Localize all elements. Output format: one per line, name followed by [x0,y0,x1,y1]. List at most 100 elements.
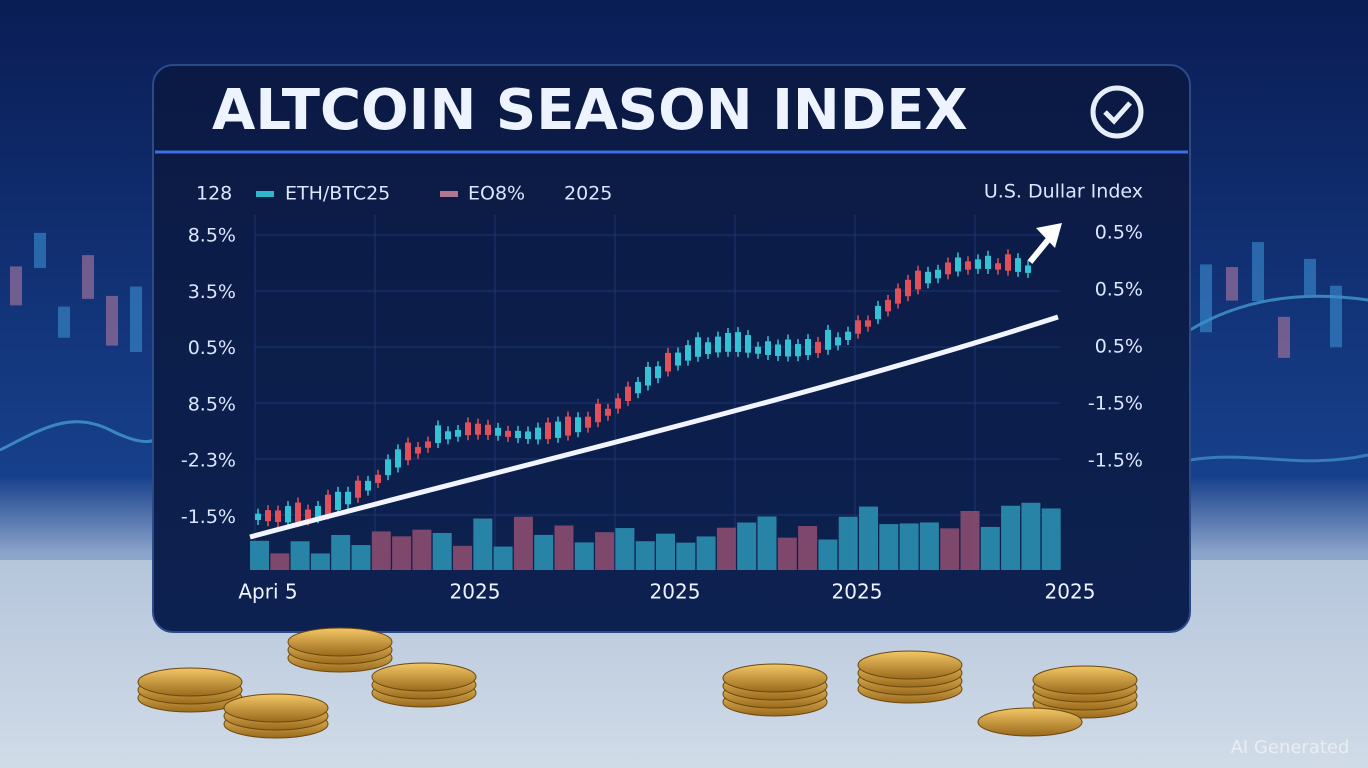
candle-body [945,262,951,275]
candle-body [395,449,401,468]
volume-bar [960,510,980,570]
background-candles [10,232,1342,358]
candle-body [655,366,661,379]
candle-body [855,320,861,334]
candle-body [435,425,441,444]
legend-prefix: 128 [196,183,232,205]
candle-body [995,263,1001,270]
volume-bar [656,533,675,570]
candle-body [765,341,771,355]
right-axis-label: 0.5% [1095,336,1143,358]
candle-body [555,421,561,438]
left-axis-label: 0.5% [188,337,236,359]
candle-body [1015,258,1021,272]
volume-bar [899,523,919,570]
chart-panel [152,64,1191,633]
trend-arrow [1027,238,1051,264]
candle-body [785,339,791,357]
x-axis-label: 2025 [450,580,501,604]
volume-bar [1021,502,1041,570]
candle-body [615,398,621,409]
bg-candle [82,255,94,299]
candle-body [595,403,601,423]
candle-body [725,332,731,352]
volume-bar [412,529,432,570]
candle-body [635,381,641,394]
volume-bar [351,545,371,570]
right-axis-label: 0.5% [1095,279,1143,301]
volume-bar [716,527,736,570]
volume-bar [554,525,574,570]
volume-bar [757,516,777,570]
right-axis-title: U.S. Dullar Index [984,181,1143,203]
candle-body [325,494,331,515]
legend-item: EO8% [468,183,525,205]
legend-suffix: 2025 [564,183,612,205]
candle-body [475,423,481,435]
bg-candle [10,266,22,306]
candle-body [605,408,611,416]
candle-body [885,299,891,312]
candle-body [295,502,301,522]
candle-body [345,491,351,505]
candle-body [455,430,461,437]
volume-bar [635,541,655,570]
candle-body [985,255,991,269]
volume-bar [696,536,716,570]
candle-body [645,366,651,386]
candle-body [975,259,981,269]
candle-body [965,261,971,270]
candle-body [545,422,551,440]
candle-body [575,417,581,433]
left-axis-label: -2.3% [181,450,236,472]
candle-body [935,269,941,279]
candle-body [565,416,571,436]
title: ALTCOIN SEASON INDEX [212,78,968,143]
candle-body [505,430,511,437]
candles [255,249,1031,528]
right-axis-label: -1.5% [1088,393,1143,415]
coin [977,707,1083,737]
candle-body [865,320,871,327]
candle-body [465,422,471,436]
volume-bar [859,506,878,570]
volume-bar [737,522,757,570]
candle-body [335,491,341,510]
coins [137,627,1138,739]
volume-bar [453,545,472,570]
volume-bar [777,537,797,570]
candle-body [375,474,381,483]
volume-bar [919,522,939,570]
watermark: AI Generated [1231,737,1350,758]
candle-body [535,427,541,440]
coin [137,667,243,697]
candle-body [485,424,491,435]
volume-bar [798,526,818,570]
x-axis-label: Apri 5 [238,580,297,604]
bg-candle [1226,267,1238,301]
candle-body [705,342,711,355]
bg-candle [1330,285,1342,348]
legend-swatch [440,191,458,197]
volume-bar [392,536,412,570]
x-axis-label: 2025 [832,580,883,604]
candle-body [285,506,291,523]
coin [722,663,828,693]
candle-body [695,337,701,357]
candle-body [405,442,411,461]
volume-bar [595,532,615,570]
candle-body [585,416,591,428]
volume-bar [310,553,330,570]
candle-body [775,344,781,356]
bg-candle [130,286,142,352]
bg-candle [1304,258,1316,296]
candle-body [925,271,931,284]
candle-body [365,480,371,491]
volume-bar [1001,505,1021,570]
candle-body [735,332,741,352]
bg-candle [34,232,46,268]
volume-bar [574,542,594,570]
candle-body [685,345,691,361]
volume-bar [270,553,290,570]
